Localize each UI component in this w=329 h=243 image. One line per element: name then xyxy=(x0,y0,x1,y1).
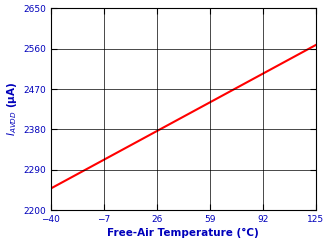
X-axis label: Free-Air Temperature (°C): Free-Air Temperature (°C) xyxy=(107,228,259,238)
Y-axis label: $I_{AVDD}$ (μA): $I_{AVDD}$ (μA) xyxy=(5,82,19,136)
